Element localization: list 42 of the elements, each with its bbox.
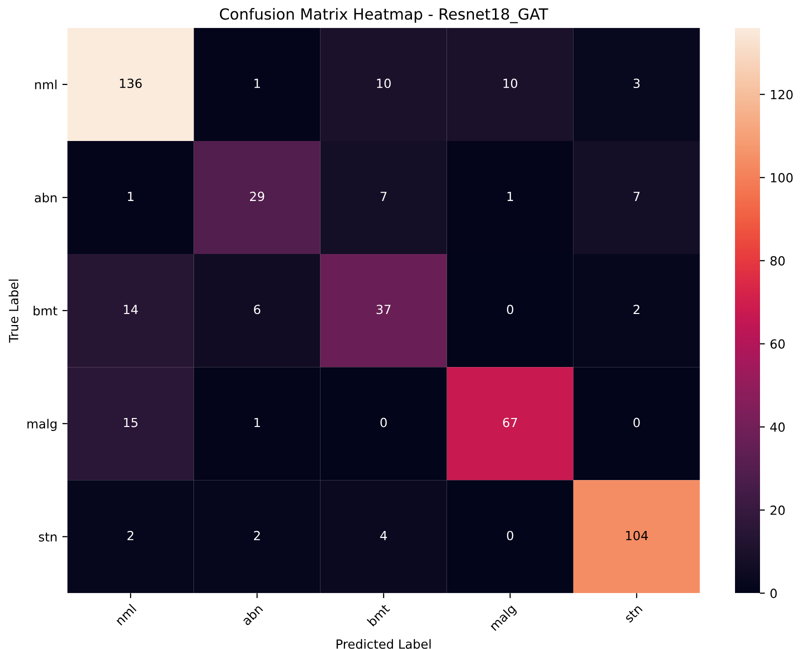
data-label: 37	[376, 304, 390, 314]
data-label: 14	[124, 304, 138, 314]
color-bar-label: 20	[770, 506, 785, 515]
x-axis-title: Predicted Label	[336, 639, 431, 649]
data-label: 15	[124, 418, 138, 428]
data-label: 2	[128, 530, 134, 540]
data-label: 104	[626, 530, 648, 540]
chart-title: Confusion Matrix Heatmap - Resnet18_GAT	[220, 8, 548, 24]
data-label: 1	[254, 78, 260, 88]
color-bar-label: 80	[770, 256, 785, 266]
data-label: 2	[254, 530, 260, 540]
y-axis-title: True Label	[8, 280, 18, 343]
color-bar-label: 0	[770, 588, 777, 598]
color-bar-label: 40	[770, 422, 785, 432]
data-label: 1	[508, 192, 513, 201]
data-label: 0	[380, 418, 387, 428]
color-bar-label: 100	[771, 173, 793, 182]
y-tick-label: abn	[34, 192, 57, 202]
x-tick-label: abn	[240, 604, 264, 626]
data-label: 0	[506, 530, 514, 540]
data-label: 0	[633, 418, 640, 428]
x-tick-label: stn	[624, 604, 643, 623]
data-label: 3	[634, 78, 640, 88]
data-label: 1	[254, 418, 260, 428]
y-tick-label: stn	[38, 532, 57, 542]
data-label: 0	[506, 304, 514, 314]
data-label: 7	[634, 192, 640, 201]
data-label: 29	[250, 192, 264, 202]
data-label: 4	[380, 530, 387, 540]
color-bar-label: 120	[771, 90, 793, 100]
y-tick-label: bmt	[34, 306, 58, 316]
color-bar-label: 60	[770, 339, 785, 349]
data-label: 67	[503, 418, 518, 428]
y-tick-label: nml	[35, 80, 56, 90]
data-label: 136	[120, 78, 142, 88]
data-label: 2	[634, 304, 640, 314]
data-label: 10	[504, 78, 518, 88]
data-label: 10	[377, 78, 391, 88]
y-tick-label: malg	[27, 418, 56, 431]
data-label: 1	[128, 192, 134, 201]
data-label: 7	[380, 192, 387, 201]
data-label: 6	[254, 304, 260, 314]
